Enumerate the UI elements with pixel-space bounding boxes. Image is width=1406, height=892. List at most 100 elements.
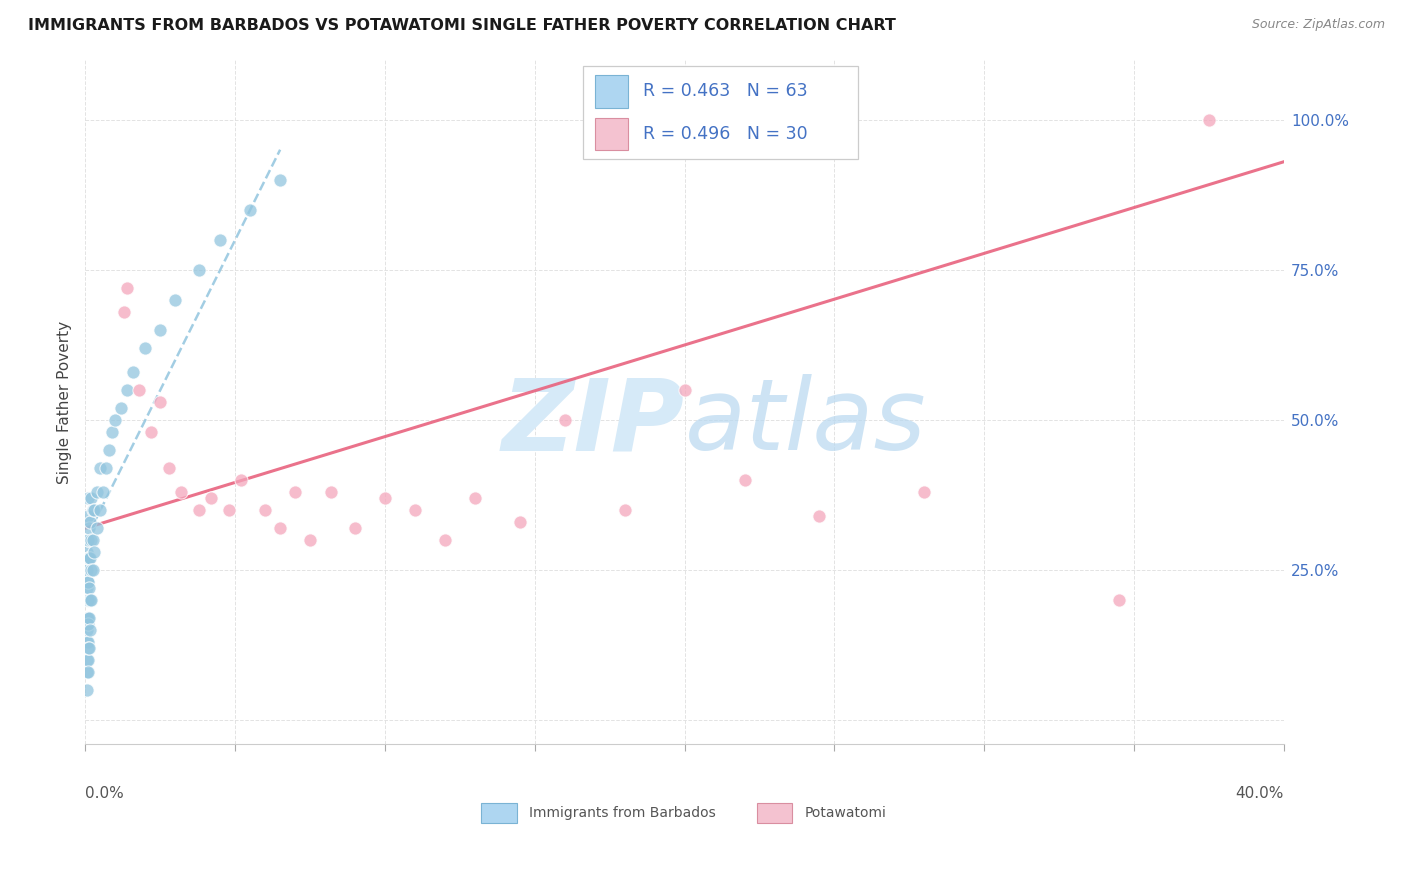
Point [76,533,98,548]
Point [104,413,127,427]
Text: Immigrants from Barbados: Immigrants from Barbados [529,806,716,820]
Point [80,593,103,607]
Point [89,503,111,517]
Point [554,413,576,427]
Point [80,563,103,577]
Point [404,503,426,517]
Point [110,401,132,415]
Text: 40.0%: 40.0% [1236,786,1284,801]
FancyBboxPatch shape [595,118,628,151]
Point [344,521,367,535]
Y-axis label: Single Father Poverty: Single Father Poverty [58,320,72,483]
Point [231,473,253,487]
Point [79,551,101,566]
Point [86,521,108,535]
Point [134,341,156,355]
Point [808,509,831,524]
Point [188,263,211,277]
Point [101,425,124,439]
Point [76,635,98,649]
Point [122,365,145,379]
Point [89,461,111,475]
Point [218,503,240,517]
Point [912,485,935,500]
Point [77,509,100,524]
Point [77,665,100,680]
Point [76,563,98,577]
Point [319,485,342,500]
Point [77,641,100,656]
Point [433,533,456,548]
Point [79,624,101,638]
Point [76,653,98,667]
Point [76,582,98,596]
Point [76,653,98,667]
Point [79,515,101,529]
Point [734,473,756,487]
Point [76,665,98,680]
Point [98,443,121,458]
Point [76,611,98,625]
Point [128,383,150,397]
Point [209,233,232,247]
Point [76,635,98,649]
FancyBboxPatch shape [595,75,628,108]
Point [77,593,100,607]
Point [157,461,180,475]
Point [1108,593,1130,607]
Text: R = 0.463   N = 63: R = 0.463 N = 63 [643,82,807,101]
Text: Potawatomi: Potawatomi [804,806,886,820]
Point [374,491,396,505]
FancyBboxPatch shape [481,803,517,823]
Point [509,515,531,529]
Point [117,383,139,397]
Point [464,491,486,505]
Point [77,582,100,596]
FancyBboxPatch shape [582,66,859,159]
Point [239,202,262,217]
Point [76,624,98,638]
Point [76,545,98,559]
Point [76,611,98,625]
Text: Source: ZipAtlas.com: Source: ZipAtlas.com [1251,18,1385,31]
Point [82,503,104,517]
Point [77,641,100,656]
Point [165,293,187,307]
Point [200,491,222,505]
Point [82,533,104,548]
Point [141,425,163,439]
Point [170,485,193,500]
Point [613,503,636,517]
Point [79,593,101,607]
Point [80,491,103,505]
Point [188,503,211,517]
Point [93,485,115,500]
Point [77,491,100,505]
Point [96,461,118,475]
Point [80,533,103,548]
Point [83,545,105,559]
Point [299,533,322,548]
Point [284,485,307,500]
Point [76,593,98,607]
Point [77,551,100,566]
Point [149,323,172,337]
Point [77,611,100,625]
Point [269,521,291,535]
Point [149,395,172,409]
Text: IMMIGRANTS FROM BARBADOS VS POTAWATOMI SINGLE FATHER POVERTY CORRELATION CHART: IMMIGRANTS FROM BARBADOS VS POTAWATOMI S… [28,18,896,33]
Point [76,593,98,607]
Point [673,383,696,397]
Point [269,173,291,187]
Point [77,533,100,548]
Point [112,305,135,319]
Text: atlas: atlas [685,374,927,471]
Point [76,683,98,698]
Point [76,551,98,566]
Point [1198,112,1220,127]
Point [76,575,98,590]
Point [82,563,104,577]
Text: 0.0%: 0.0% [86,786,124,801]
Point [77,551,100,566]
Point [83,503,105,517]
